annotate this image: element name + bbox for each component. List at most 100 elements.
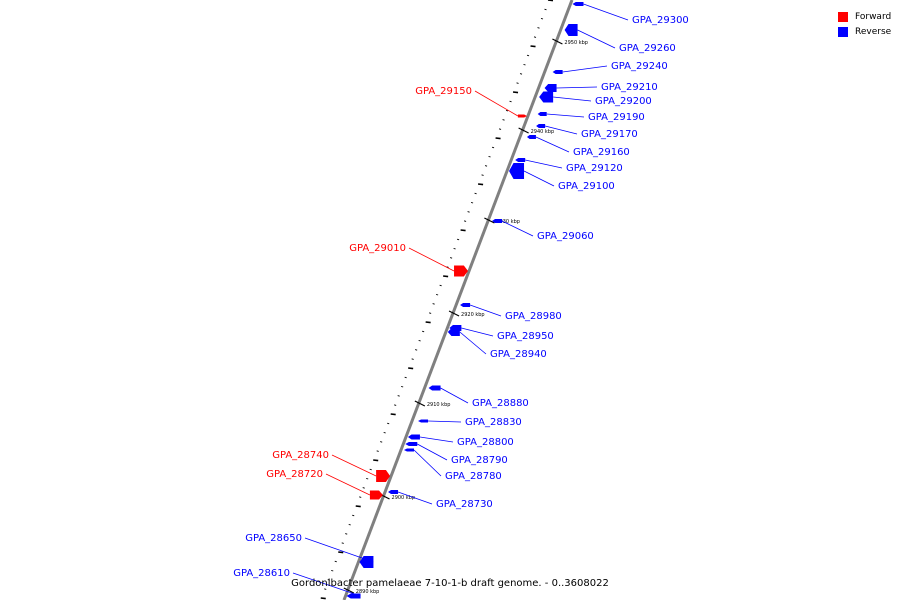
minor-tick xyxy=(449,257,453,259)
legend-item-forward: Forward xyxy=(838,9,891,24)
gene-label-gpa-28720[interactable]: GPA_28720 xyxy=(266,469,323,480)
gene-glyph-gpa-28980[interactable] xyxy=(460,303,471,307)
gene-glyph-gpa-29260[interactable] xyxy=(564,24,578,36)
gene-label-gpa-29240[interactable]: GPA_29240 xyxy=(611,61,668,72)
legend-swatch-forward xyxy=(838,11,848,22)
gene-glyph-gpa-29200[interactable] xyxy=(539,91,554,103)
gene-glyph-gpa-28730[interactable] xyxy=(388,490,399,494)
gene-glyph-gpa-28740[interactable] xyxy=(376,470,391,482)
minor-tick xyxy=(338,551,344,554)
gene-glyph-gpa-28940[interactable] xyxy=(447,328,460,336)
gene-label-gpa-29120[interactable]: GPA_29120 xyxy=(566,163,623,174)
major-ticks: 2950 kbp 2940 kbp 2930 kbp 2920 kbp 2910 kbp… xyxy=(343,38,588,595)
leader-line xyxy=(577,29,616,49)
gene-label-gpa-28730[interactable]: GPA_28730 xyxy=(436,499,493,510)
major-tick xyxy=(343,587,355,594)
gene-glyph-gpa-29150[interactable] xyxy=(517,114,527,118)
minor-ticks xyxy=(320,0,554,600)
minor-tick xyxy=(366,477,369,480)
gene-label-gpa-28980[interactable]: GPA_28980 xyxy=(505,311,562,322)
gene-glyph-gpa-28830[interactable] xyxy=(418,419,429,423)
minor-tick xyxy=(505,109,509,112)
minor-tick xyxy=(348,523,351,526)
gene-label-gpa-28610[interactable]: GPA_28610 xyxy=(233,568,290,579)
major-tick xyxy=(552,38,563,45)
gene-glyph-gpa-29120[interactable] xyxy=(515,158,526,162)
minor-tick xyxy=(390,413,396,416)
minor-tick xyxy=(411,358,414,360)
gene-label-gpa-29300[interactable]: GPA_29300 xyxy=(632,15,689,26)
gene-glyph-gpa-28650[interactable] xyxy=(359,556,374,568)
leader-line xyxy=(535,136,570,153)
leader-line xyxy=(459,331,487,355)
gene-glyph-gpa-28720[interactable] xyxy=(369,490,383,500)
gene-label-gpa-29170[interactable]: GPA_29170 xyxy=(581,129,638,140)
gene-label-gpa-29260[interactable]: GPA_29260 xyxy=(619,43,676,54)
minor-tick xyxy=(544,8,547,11)
leader-line xyxy=(469,304,502,317)
minor-tick xyxy=(547,0,554,2)
gene-glyph-gpa-29240[interactable] xyxy=(552,70,563,74)
minor-tick xyxy=(401,385,404,388)
minor-tick xyxy=(453,247,456,250)
minor-tick xyxy=(467,211,470,213)
minor-tick xyxy=(369,468,372,471)
minor-tick xyxy=(502,119,505,121)
gene-glyph-gpa-29160[interactable] xyxy=(526,135,536,139)
gene-label-gpa-28740[interactable]: GPA_28740 xyxy=(272,450,329,461)
gene-label-gpa-29200[interactable]: GPA_29200 xyxy=(595,96,652,107)
leader-line xyxy=(413,449,442,477)
gene-glyph-gpa-29100[interactable] xyxy=(509,163,525,179)
minor-tick xyxy=(404,376,407,379)
gene-label-gpa-28790[interactable]: GPA_28790 xyxy=(451,455,508,466)
major-tick xyxy=(448,310,460,317)
gene-glyph-gpa-28880[interactable] xyxy=(428,385,441,391)
minor-tick xyxy=(491,146,495,149)
leader-line xyxy=(397,491,433,505)
gene-glyph-gpa-29060[interactable] xyxy=(492,219,503,223)
minor-tick xyxy=(422,330,425,333)
gene-glyph-gpa-28790[interactable] xyxy=(405,442,418,446)
gene-glyph-gpa-29010[interactable] xyxy=(454,265,469,277)
minor-tick xyxy=(443,275,449,278)
minor-tick xyxy=(341,542,344,544)
gene-label-gpa-28780[interactable]: GPA_28780 xyxy=(445,471,502,482)
gene-label-gpa-28950[interactable]: GPA_28950 xyxy=(497,331,554,342)
gene-glyph-gpa-29190[interactable] xyxy=(537,112,547,116)
gene-glyph-gpa-29170[interactable] xyxy=(536,124,546,128)
gene-label-gpa-29100[interactable]: GPA_29100 xyxy=(558,181,615,192)
gene-label-gpa-29150[interactable]: GPA_29150 xyxy=(415,86,472,97)
gene-label-gpa-28650[interactable]: GPA_28650 xyxy=(245,533,302,544)
gene-label-gpa-29060[interactable]: GPA_29060 xyxy=(537,231,594,242)
gene-glyph-gpa-28610[interactable] xyxy=(346,593,361,599)
tick-label: 2930 kbp xyxy=(496,219,520,225)
major-tick xyxy=(518,127,529,134)
gene-label-gpa-29210[interactable]: GPA_29210 xyxy=(601,82,658,93)
minor-tick xyxy=(456,238,460,241)
minor-tick xyxy=(387,422,390,425)
gene-label-gpa-28880[interactable]: GPA_28880 xyxy=(472,398,529,409)
gene-label-gpa-29190[interactable]: GPA_29190 xyxy=(588,112,645,123)
legend-label-forward: Forward xyxy=(855,11,892,22)
minor-tick xyxy=(537,27,540,29)
gene-glyph-gpa-29210[interactable] xyxy=(544,84,557,92)
gene-label-gpa-28830[interactable]: GPA_28830 xyxy=(465,417,522,428)
gene-glyph-gpa-29300[interactable] xyxy=(572,2,584,6)
minor-tick xyxy=(408,367,414,370)
leader-line xyxy=(523,170,555,187)
gene-label-gpa-29010[interactable]: GPA_29010 xyxy=(349,243,406,254)
gene-glyph-gpa-28780[interactable] xyxy=(404,448,414,452)
gene-label-gpa-28800[interactable]: GPA_28800 xyxy=(457,437,514,448)
minor-tick xyxy=(512,91,519,94)
gene-glyph-gpa-28800[interactable] xyxy=(407,434,420,440)
minor-tick xyxy=(523,63,526,66)
minor-tick xyxy=(359,496,362,498)
leader-line xyxy=(304,537,374,563)
leader-line xyxy=(408,247,455,272)
leader-line xyxy=(325,473,371,496)
leader-line xyxy=(501,220,534,237)
tick-label: 2890 kbp xyxy=(356,589,380,595)
gene-label-gpa-29160[interactable]: GPA_29160 xyxy=(573,147,630,158)
major-tick xyxy=(484,217,495,224)
gene-label-gpa-28940[interactable]: GPA_28940 xyxy=(490,349,547,360)
